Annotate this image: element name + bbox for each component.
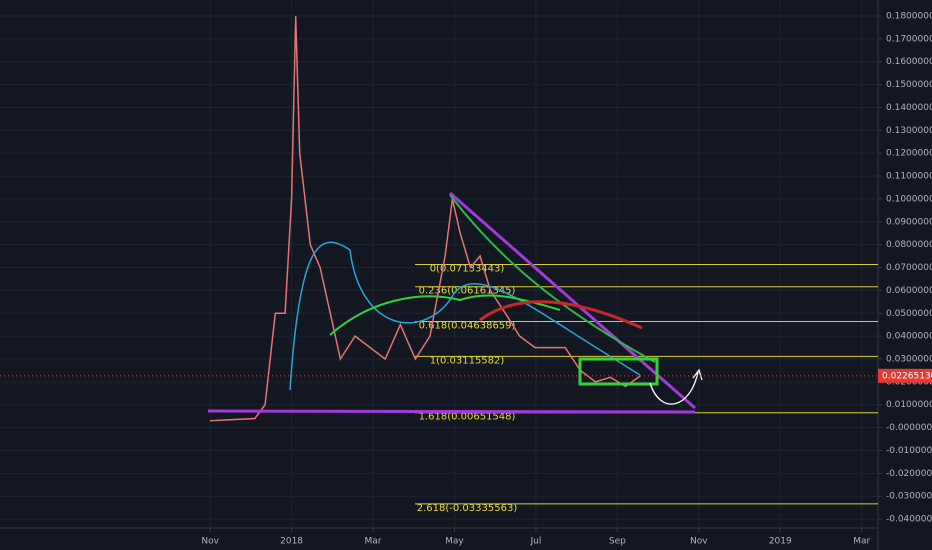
fib-label: 0(0.07133443): [430, 263, 505, 274]
x-tick-label: May: [445, 537, 464, 547]
grid: [0, 0, 878, 528]
last-price-label: 0.02265130: [882, 371, 932, 381]
fib-label: 0.618(0.04638659): [419, 321, 516, 332]
projection-arrow: [649, 368, 703, 405]
trend-line: [449, 191, 696, 410]
y-tick-label: -0.00000000: [886, 423, 932, 433]
x-tick-label: Nov: [201, 537, 219, 547]
fib-label: 0.236(0.06161345): [419, 286, 516, 297]
x-tick-label: Mar: [365, 537, 382, 547]
fib-label: 1(0.03115582): [430, 355, 505, 366]
y-tick-label: -0.01000000: [886, 446, 932, 456]
x-tick-label: 2018: [280, 537, 303, 547]
moving-average: [329, 294, 561, 336]
x-tick-label: Jul: [529, 537, 541, 547]
y-tick-label: 0.01000000: [886, 400, 932, 410]
moving-average: [289, 241, 641, 391]
fib-levels: 0(0.07133443) 0.236(0.06161345) 0.618(0.04…: [415, 263, 878, 514]
x-tick-label: Sep: [609, 537, 626, 547]
price-line: [210, 15, 642, 422]
x-tick-label: Nov: [690, 537, 708, 547]
fib-label: 2.618(-0.03335563): [417, 503, 518, 514]
y-tick-label: -0.02000000: [886, 469, 932, 479]
last-price-tag: [878, 368, 932, 383]
x-tick-label: Mar: [853, 537, 870, 547]
series: [210, 15, 642, 422]
moving-average: [479, 300, 643, 330]
moving-average: [449, 194, 656, 363]
x-tick-label: 2019: [769, 537, 792, 547]
support-line: [207, 409, 696, 414]
fib-label: 1.618(0.00651548): [419, 412, 516, 423]
consolidation-box: [578, 357, 659, 386]
